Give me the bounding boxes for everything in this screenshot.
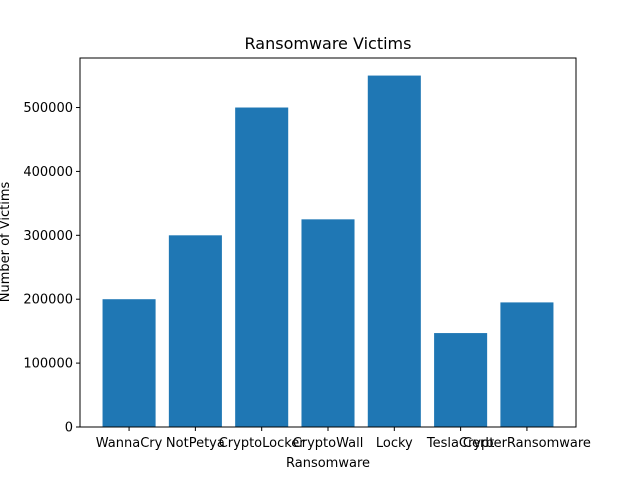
bar bbox=[301, 219, 355, 427]
x-tick-label: WannaCry bbox=[96, 436, 163, 451]
bar bbox=[168, 235, 222, 427]
x-tick-label: Locky bbox=[376, 436, 413, 451]
y-tick-label: 400000 bbox=[23, 165, 73, 180]
bar bbox=[235, 107, 289, 428]
plot-frame bbox=[79, 57, 577, 428]
x-axis-label: Ransomware bbox=[286, 456, 370, 471]
x-tick-label: TeslaCrypt bbox=[426, 436, 495, 451]
y-tick-label: 100000 bbox=[23, 357, 73, 372]
bar bbox=[500, 302, 554, 427]
bar bbox=[367, 75, 421, 428]
y-axis-label: Number of Victims bbox=[0, 182, 13, 303]
bar bbox=[434, 333, 488, 427]
x-tick-label: CryptoLocker bbox=[219, 436, 306, 451]
y-tick-label: 200000 bbox=[23, 293, 73, 308]
bar bbox=[102, 299, 156, 427]
y-tick-label: 500000 bbox=[23, 101, 73, 116]
x-tick-label: NotPetya bbox=[166, 436, 225, 451]
y-tick-label: 0 bbox=[65, 421, 73, 436]
chart-title: Ransomware Victims bbox=[245, 34, 412, 53]
x-tick-label: CerberRansomware bbox=[463, 436, 591, 451]
y-tick-label: 300000 bbox=[23, 229, 73, 244]
x-tick-label: CryptoWall bbox=[293, 436, 364, 451]
